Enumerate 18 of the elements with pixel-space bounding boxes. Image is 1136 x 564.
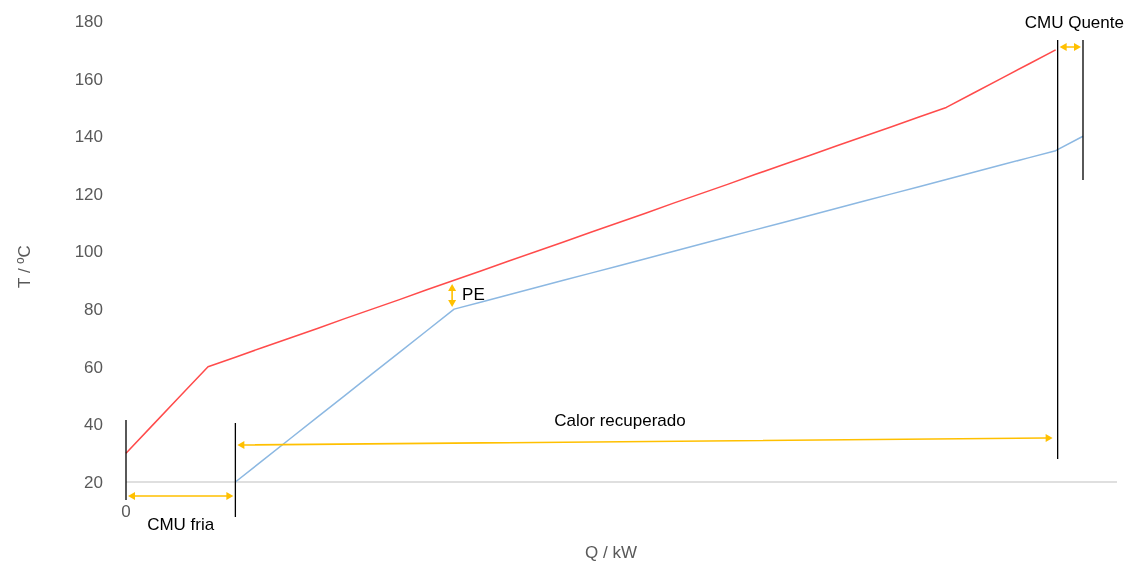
x-axis-title: Q / kW bbox=[585, 543, 637, 562]
y-tick-label: 40 bbox=[84, 415, 103, 435]
y-tick-label: 80 bbox=[84, 300, 103, 320]
y-tick-label: 140 bbox=[74, 127, 103, 147]
y-tick-label: 60 bbox=[84, 357, 103, 377]
y-tick-label: 120 bbox=[74, 184, 103, 204]
y-tick-label: 160 bbox=[74, 69, 103, 89]
text: 0 bbox=[121, 502, 131, 521]
line-series bbox=[125, 49, 1057, 454]
annotation: CMU Quente bbox=[1024, 13, 1124, 32]
annotation: Calor recuperado bbox=[554, 411, 686, 430]
y-tick-label: 100 bbox=[74, 242, 103, 262]
y-axis-title: T / ºC bbox=[15, 245, 34, 288]
y-tick-label: 20 bbox=[84, 472, 103, 492]
text: CMU fria bbox=[147, 515, 215, 534]
annotation: PE bbox=[462, 285, 485, 304]
y-tick-label: 180 bbox=[74, 11, 103, 31]
line-series bbox=[234, 135, 1084, 483]
